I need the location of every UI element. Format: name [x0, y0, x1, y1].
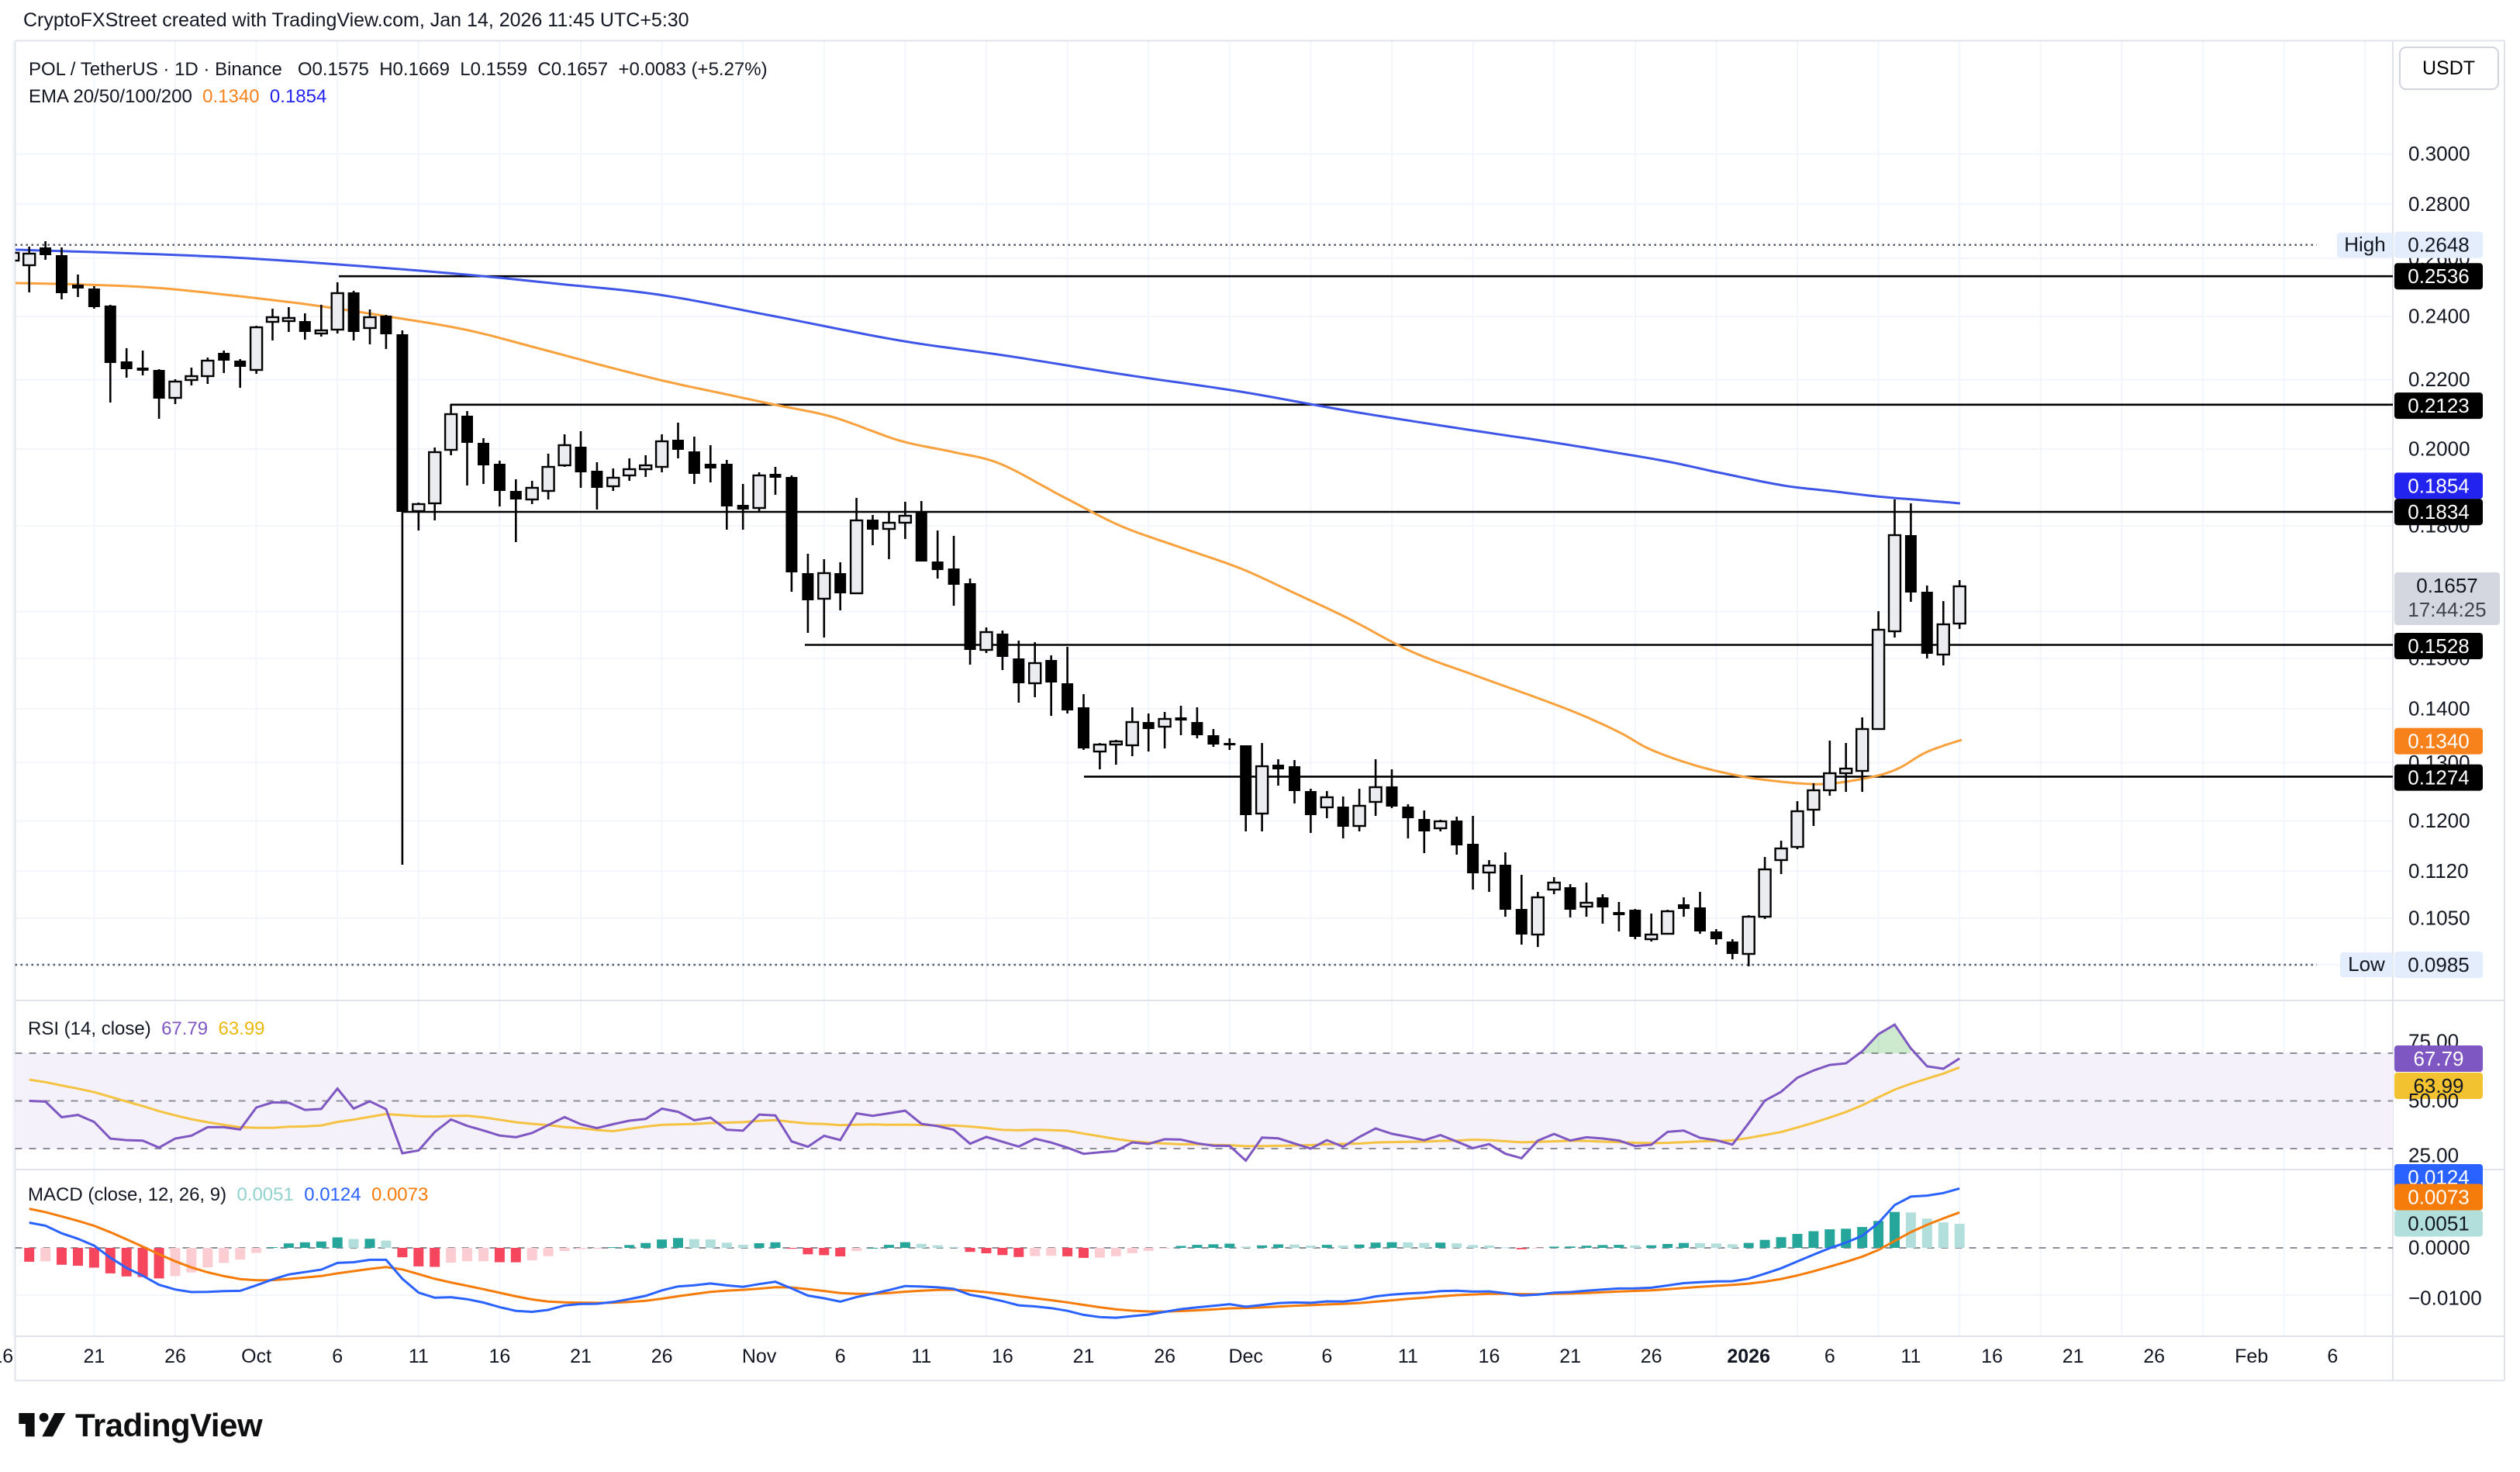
svg-text:6: 6: [1824, 1346, 1835, 1367]
svg-text:16: 16: [992, 1346, 1013, 1367]
svg-text:0.1400: 0.1400: [2408, 696, 2470, 720]
svg-text:11: 11: [409, 1346, 429, 1367]
svg-text:11: 11: [1900, 1346, 1921, 1367]
svg-text:21: 21: [83, 1346, 105, 1367]
svg-text:0.1120: 0.1120: [2408, 859, 2469, 883]
svg-text:MACD (close, 12, 26, 9) 0.005: MACD (close, 12, 26, 9) 0.0051 0.0124 0.…: [28, 1184, 428, 1205]
svg-text:25.00: 25.00: [2408, 1144, 2459, 1167]
svg-text:Oct: Oct: [241, 1346, 271, 1367]
svg-text:0.1834: 0.1834: [2408, 500, 2470, 523]
svg-text:0.1528: 0.1528: [2408, 634, 2470, 658]
svg-text:50.00: 50.00: [2408, 1089, 2459, 1112]
svg-text:2026: 2026: [1727, 1346, 1770, 1367]
svg-text:17:44:25: 17:44:25: [2408, 598, 2486, 621]
svg-text:16: 16: [0, 1346, 13, 1367]
svg-text:TradingView: TradingView: [75, 1407, 263, 1443]
svg-text:16: 16: [488, 1346, 510, 1367]
svg-text:0.1340: 0.1340: [2408, 730, 2470, 753]
svg-text:0.2200: 0.2200: [2408, 368, 2470, 391]
svg-text:0.1200: 0.1200: [2408, 809, 2470, 832]
svg-text:Feb: Feb: [2235, 1346, 2268, 1367]
svg-text:0.3000: 0.3000: [2408, 142, 2470, 165]
svg-text:11: 11: [1398, 1346, 1418, 1367]
svg-text:POL / TetherUS · 1D · Binance: POL / TetherUS · 1D · Binance O0.1575 H0…: [29, 59, 768, 80]
svg-text:6: 6: [1321, 1346, 1332, 1367]
svg-text:21: 21: [570, 1346, 592, 1367]
svg-text:6: 6: [332, 1346, 343, 1367]
svg-text:21: 21: [2063, 1346, 2084, 1367]
svg-text:21: 21: [1559, 1346, 1581, 1367]
svg-text:6: 6: [2327, 1346, 2338, 1367]
svg-text:0.1274: 0.1274: [2408, 766, 2470, 790]
svg-text:0.2648: 0.2648: [2408, 233, 2470, 257]
svg-text:26: 26: [1641, 1346, 1662, 1367]
svg-text:26: 26: [651, 1346, 673, 1367]
svg-text:0.1657: 0.1657: [2416, 574, 2478, 597]
svg-text:0.2000: 0.2000: [2408, 437, 2470, 461]
svg-text:16: 16: [1479, 1346, 1500, 1367]
svg-text:High: High: [2344, 233, 2385, 256]
svg-text:6: 6: [835, 1346, 846, 1367]
svg-text:21: 21: [1073, 1346, 1095, 1367]
svg-text:0.0985: 0.0985: [2408, 953, 2470, 976]
svg-text:26: 26: [2143, 1346, 2165, 1367]
svg-text:0.2800: 0.2800: [2408, 192, 2470, 216]
svg-text:0.2400: 0.2400: [2408, 305, 2470, 328]
svg-text:0.2123: 0.2123: [2408, 394, 2470, 417]
svg-text:−0.0100: −0.0100: [2408, 1287, 2482, 1310]
svg-text:Nov: Nov: [742, 1346, 777, 1367]
svg-text:0.2536: 0.2536: [2408, 264, 2470, 288]
svg-text:0.1050: 0.1050: [2408, 906, 2470, 929]
svg-text:63.99: 63.99: [2413, 1074, 2463, 1097]
svg-text:26: 26: [164, 1346, 186, 1367]
svg-text:Low: Low: [2348, 952, 2385, 976]
svg-text:26: 26: [1154, 1346, 1175, 1367]
svg-text:RSI (14, close) 67.79 63.99: RSI (14, close) 67.79 63.99: [28, 1018, 265, 1039]
svg-text:11: 11: [911, 1346, 931, 1367]
svg-text:USDT: USDT: [2422, 57, 2475, 79]
svg-text:67.79: 67.79: [2413, 1047, 2463, 1070]
svg-text:EMA 20/50/100/200 0.1340 0.1: EMA 20/50/100/200 0.1340 0.1854: [29, 86, 326, 107]
svg-text:0.0051: 0.0051: [2408, 1212, 2470, 1235]
svg-text:16: 16: [1981, 1346, 2003, 1367]
svg-text:0.1854: 0.1854: [2408, 474, 2470, 497]
svg-text:Dec: Dec: [1228, 1346, 1262, 1367]
svg-text:0.0073: 0.0073: [2408, 1186, 2470, 1209]
svg-text:CryptoFXStreet created with Tr: CryptoFXStreet created with TradingView.…: [23, 9, 689, 31]
svg-text:0.0000: 0.0000: [2408, 1236, 2470, 1259]
